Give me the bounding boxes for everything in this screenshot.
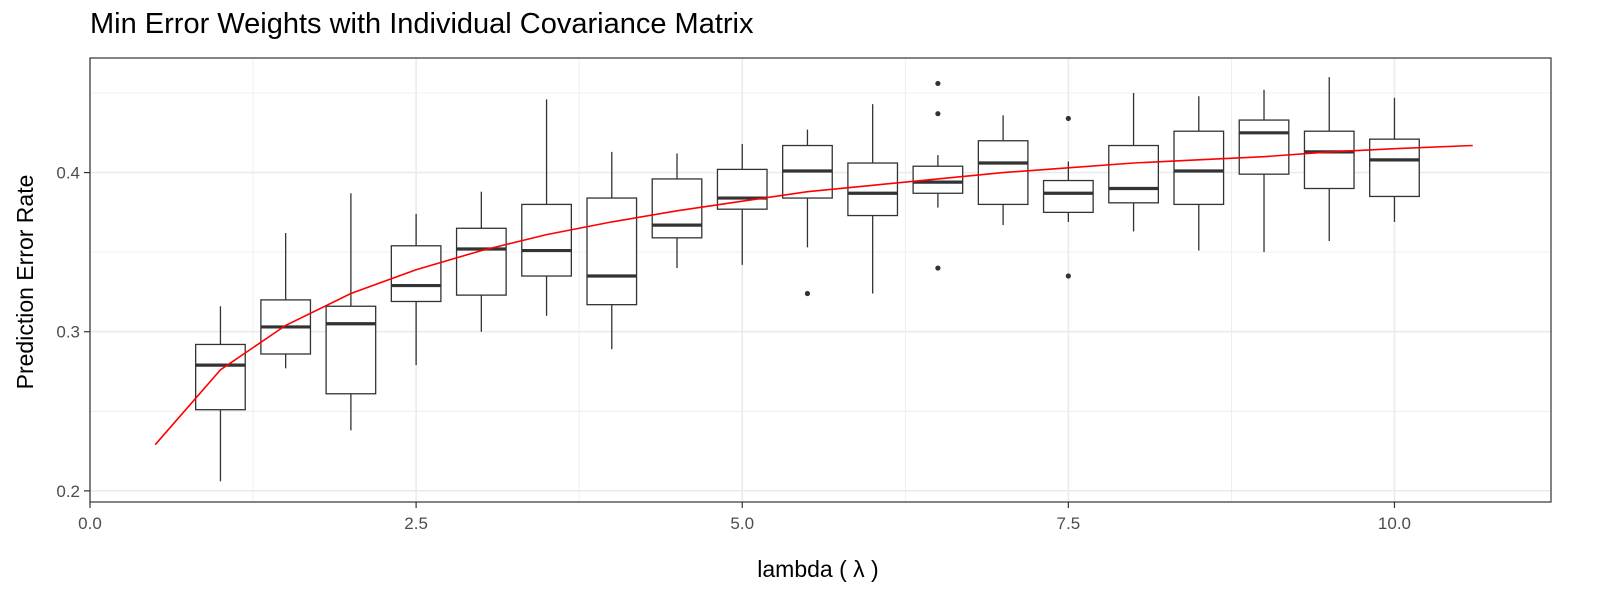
box-iqr — [325, 305, 377, 395]
box-1.5 — [260, 233, 312, 369]
box-iqr — [1238, 119, 1290, 175]
box-9 — [1238, 89, 1290, 253]
panel-border — [89, 57, 1552, 503]
box-iqr — [716, 168, 768, 210]
chart-title: Min Error Weights with Individual Covari… — [90, 8, 754, 40]
outlier-point — [1065, 273, 1071, 279]
outlier-point — [935, 265, 941, 271]
x-tick-label: 0.0 — [78, 514, 102, 533]
box-10 — [1369, 97, 1420, 222]
box-7 — [977, 115, 1029, 226]
box-iqr — [1303, 130, 1355, 190]
outlier-point — [804, 290, 811, 297]
box-iqr — [390, 245, 442, 303]
outlier-point — [935, 111, 941, 117]
box-2 — [325, 193, 377, 431]
box-3.5 — [521, 99, 572, 316]
x-tick-label: 2.5 — [404, 514, 428, 533]
x-tick-label: 10.0 — [1378, 514, 1411, 533]
box-1 — [195, 306, 246, 482]
box-iqr — [1042, 179, 1094, 214]
box-8 — [1108, 93, 1160, 232]
box-6 — [847, 104, 899, 294]
x-tick-label: 7.5 — [1057, 514, 1081, 533]
box-iqr — [912, 165, 964, 194]
box-7.5 — [1042, 115, 1094, 279]
box-3 — [455, 191, 507, 332]
axis-ticks: 0.0 2.5 5.0 7.5 10.0 0.2 0.3 0.4 — [56, 164, 1411, 533]
box-4 — [586, 151, 638, 350]
y-tick-label: 0.3 — [56, 323, 80, 342]
box-iqr — [521, 203, 572, 277]
box-iqr — [586, 197, 638, 306]
box-6.5 — [912, 80, 964, 271]
y-tick-label: 0.2 — [56, 482, 80, 501]
grid-lines — [89, 58, 1551, 502]
box-iqr — [195, 343, 246, 411]
x-axis-title: lambda ( λ ) — [757, 556, 878, 582]
box-2.5 — [390, 213, 442, 366]
box-iqr — [1108, 144, 1160, 204]
x-tick-label: 5.0 — [730, 514, 754, 533]
box-iqr — [1173, 130, 1225, 206]
box-9.5 — [1303, 77, 1355, 242]
y-tick-label: 0.4 — [56, 164, 80, 183]
y-axis-title: Prediction Error Rate — [12, 175, 38, 390]
outlier-point — [1065, 115, 1071, 122]
trend-line — [154, 144, 1473, 446]
outlier-point — [935, 80, 941, 87]
boxplot-series — [195, 77, 1420, 482]
box-5 — [716, 143, 768, 265]
box-iqr — [847, 162, 899, 217]
box-5.5 — [782, 129, 833, 297]
box-8.5 — [1173, 96, 1225, 251]
box-iqr — [455, 227, 507, 296]
fit-line-layer — [154, 144, 1473, 446]
